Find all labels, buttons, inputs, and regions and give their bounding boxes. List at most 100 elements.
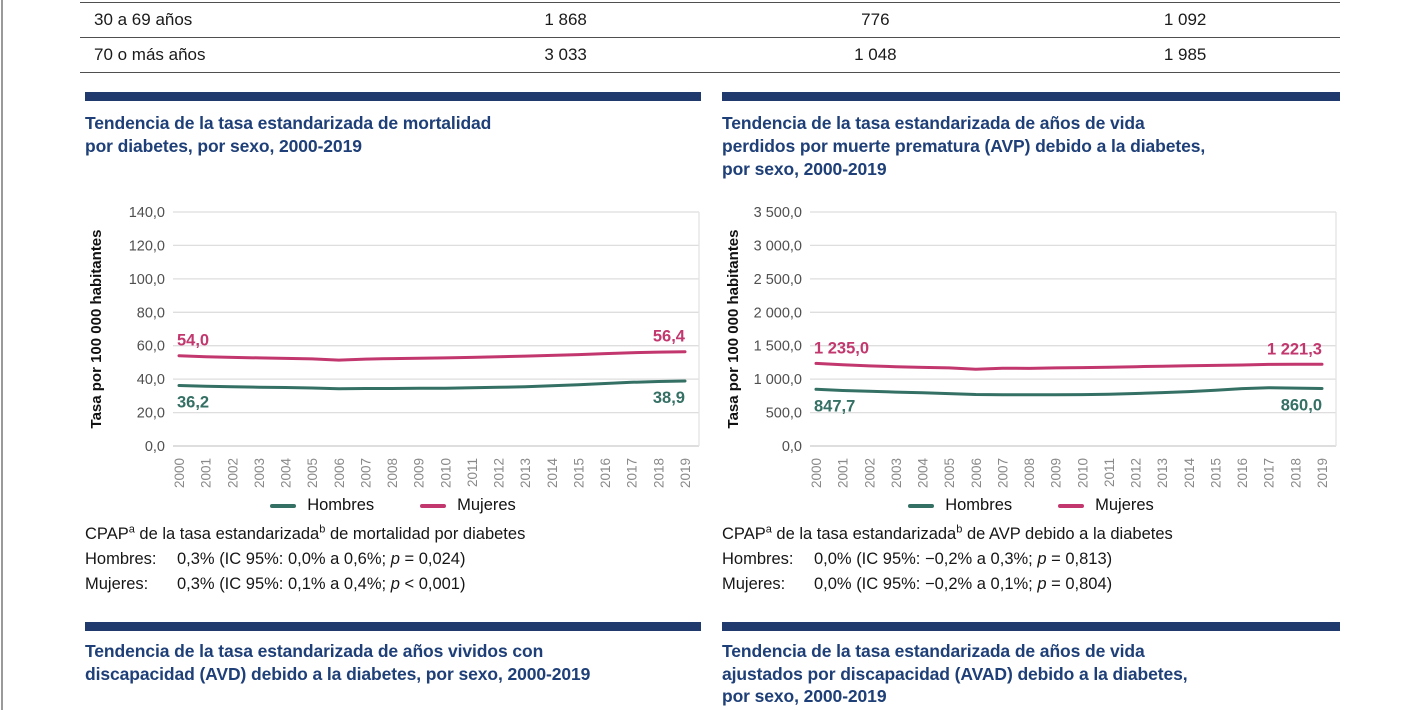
x-tick-label: 2017 bbox=[625, 458, 640, 488]
y-tick-label: 500,0 bbox=[766, 406, 802, 422]
footnote-marker-a: a bbox=[765, 523, 772, 536]
x-tick-label: 2019 bbox=[1315, 458, 1330, 488]
x-tick-label: 2007 bbox=[358, 458, 373, 488]
y-tick-label: 80,0 bbox=[137, 305, 165, 321]
y-tick-label: 1 000,0 bbox=[754, 372, 802, 388]
x-tick-label: 2009 bbox=[412, 458, 427, 488]
x-tick-label: 2003 bbox=[252, 458, 267, 488]
cpap-note: CPAPa de la tasa estandarizadab de morta… bbox=[85, 522, 525, 597]
table-cell: 3 033 bbox=[544, 45, 587, 64]
page-left-border bbox=[1, 0, 3, 710]
section-title-line: por sexo, 2000-2019 bbox=[722, 159, 887, 179]
y-axis-title: Tasa por 100 000 habitantes bbox=[725, 230, 742, 429]
table-cell: 1 048 bbox=[854, 45, 897, 64]
hombres-start-value-label: 36,2 bbox=[177, 394, 209, 412]
hombres-end-value-label: 860,0 bbox=[1281, 397, 1322, 415]
x-tick-label: 2013 bbox=[518, 458, 533, 488]
legend-item-hombres: Hombres bbox=[908, 496, 1012, 515]
mujeres-line bbox=[814, 361, 1324, 371]
y-axis-title: Tasa por 100 000 habitantes bbox=[88, 230, 105, 429]
legend-label: Mujeres bbox=[1095, 496, 1154, 514]
y-tick-label: 3 500,0 bbox=[754, 205, 802, 221]
footnote-marker-b: b bbox=[319, 523, 326, 536]
chart-legend: Hombres Mujeres bbox=[722, 496, 1340, 515]
mujeres-line bbox=[177, 350, 687, 362]
x-tick-label: 2004 bbox=[279, 458, 294, 489]
x-tick-label: 2012 bbox=[492, 458, 507, 488]
section-bar bbox=[85, 92, 701, 101]
x-tick-label: 2015 bbox=[1209, 458, 1224, 488]
x-tick-label: 2008 bbox=[1022, 458, 1037, 488]
x-tick-label: 2000 bbox=[172, 458, 187, 488]
x-tick-label: 2019 bbox=[678, 458, 693, 488]
y-tick-label: 1 500,0 bbox=[754, 339, 802, 355]
section-bar bbox=[722, 92, 1340, 101]
y-tick-label: 0,0 bbox=[782, 439, 802, 455]
table-row: 70 o más años 3 033 1 048 1 985 bbox=[80, 38, 1340, 73]
panel-avad: Tendencia de la tasa estandarizada de añ… bbox=[722, 622, 1340, 708]
panel-avd: Tendencia de la tasa estandarizada de añ… bbox=[85, 622, 701, 685]
cpap-mujeres-stat: Mujeres: 0,3% (IC 95%: 0,1% a 0,4%; p < … bbox=[85, 575, 466, 593]
x-tick-label: 2004 bbox=[916, 458, 931, 489]
x-tick-label: 2015 bbox=[572, 458, 587, 488]
section-title-line: discapacidad (AVD) debido a la diabetes,… bbox=[85, 663, 591, 684]
hombres-start-value-label: 847,7 bbox=[814, 397, 855, 415]
section-bar bbox=[722, 622, 1340, 631]
y-tick-label: 100,0 bbox=[129, 272, 165, 288]
section-title: Tendencia de la tasa estandarizada de añ… bbox=[722, 112, 1340, 181]
y-tick-label: 120,0 bbox=[129, 238, 165, 254]
chart-legend: Hombres Mujeres bbox=[85, 496, 701, 515]
y-tick-label: 60,0 bbox=[137, 339, 165, 355]
section-title-line: Tendencia de la tasa estandarizada de añ… bbox=[722, 641, 1145, 661]
legend-item-mujeres: Mujeres bbox=[420, 496, 516, 515]
age-group-table: 30 a 69 años 1 868 776 1 092 70 o más añ… bbox=[80, 2, 1340, 73]
x-tick-label: 2001 bbox=[836, 458, 851, 488]
mortalidad-plot: 0,0 20,0 40,0 60,0 80,0 100,0 120,0 140,0 Tasa p… bbox=[88, 205, 700, 489]
x-tick-label: 2002 bbox=[225, 458, 240, 488]
cpap-mujeres-stat: Mujeres: 0,0% (IC 95%: −0,2% a 0,1%; p =… bbox=[722, 575, 1113, 593]
cpap-heading: CPAPa de la tasa estandarizadab de morta… bbox=[85, 523, 526, 543]
y-tick-label: 20,0 bbox=[137, 406, 165, 422]
cpap-hombres-stat: Hombres: 0,0% (IC 95%: −0,2% a 0,3%; p =… bbox=[722, 550, 1113, 568]
x-tick-label: 2014 bbox=[1182, 458, 1197, 489]
cpap-heading: CPAPa de la tasa estandarizadab de AVP d… bbox=[722, 523, 1173, 543]
panel-mortalidad: Tendencia de la tasa estandarizada de mo… bbox=[85, 92, 701, 614]
x-tick-label: 2014 bbox=[545, 458, 560, 489]
legend-item-mujeres: Mujeres bbox=[1058, 496, 1154, 515]
x-tick-label: 2001 bbox=[199, 458, 214, 488]
y-tick-label: 2 000,0 bbox=[754, 305, 802, 321]
cpap-hombres-stat: Hombres: 0,3% (IC 95%: 0,0% a 0,6%; p = … bbox=[85, 550, 466, 568]
footnote-marker-a: a bbox=[128, 523, 135, 536]
cpap-note: CPAPa de la tasa estandarizadab de AVP d… bbox=[722, 522, 1173, 597]
mujeres-end-value-label: 56,4 bbox=[653, 328, 686, 346]
section-bar bbox=[85, 622, 701, 631]
hombres-line-swatch bbox=[270, 503, 297, 508]
avp-chart: 0,0 500,0 1 000,0 1 500,0 2 000,0 2 500,0 3 00… bbox=[722, 198, 1340, 498]
x-tick-label: 2011 bbox=[465, 458, 480, 487]
mujeres-start-value-label: 54,0 bbox=[177, 332, 209, 350]
mujeres-start-value-label: 1 235,0 bbox=[814, 339, 869, 357]
hombres-line bbox=[177, 379, 687, 391]
table-cell: 776 bbox=[861, 10, 890, 29]
avp-plot: 0,0 500,0 1 000,0 1 500,0 2 000,0 2 500,0 3 00… bbox=[725, 205, 1337, 489]
section-title-line: por sexo, 2000-2019 bbox=[722, 686, 887, 706]
x-tick-label: 2006 bbox=[969, 458, 984, 488]
x-tick-label: 2009 bbox=[1049, 458, 1064, 488]
x-tick-label: 2000 bbox=[809, 458, 824, 488]
y-tick-label: 3 000,0 bbox=[754, 238, 802, 254]
section-title-line: ajustados por discapacidad (AVAD) debido… bbox=[722, 663, 1188, 684]
panel-avp: Tendencia de la tasa estandarizada de añ… bbox=[722, 92, 1340, 614]
age-group-label: 70 o más años bbox=[94, 45, 206, 64]
table-row: 30 a 69 años 1 868 776 1 092 bbox=[80, 3, 1340, 38]
section-title: Tendencia de la tasa estandarizada de mo… bbox=[85, 112, 701, 158]
y-tick-label: 2 500,0 bbox=[754, 272, 802, 288]
mujeres-end-value-label: 1 221,3 bbox=[1267, 340, 1322, 358]
x-tick-label: 2003 bbox=[889, 458, 904, 488]
x-tick-label: 2008 bbox=[385, 458, 400, 488]
x-tick-label: 2012 bbox=[1129, 458, 1144, 488]
x-tick-label: 2016 bbox=[1235, 458, 1250, 488]
footnote-marker-b: b bbox=[956, 523, 963, 536]
legend-label: Mujeres bbox=[457, 496, 516, 514]
x-tick-label: 2017 bbox=[1262, 458, 1277, 488]
